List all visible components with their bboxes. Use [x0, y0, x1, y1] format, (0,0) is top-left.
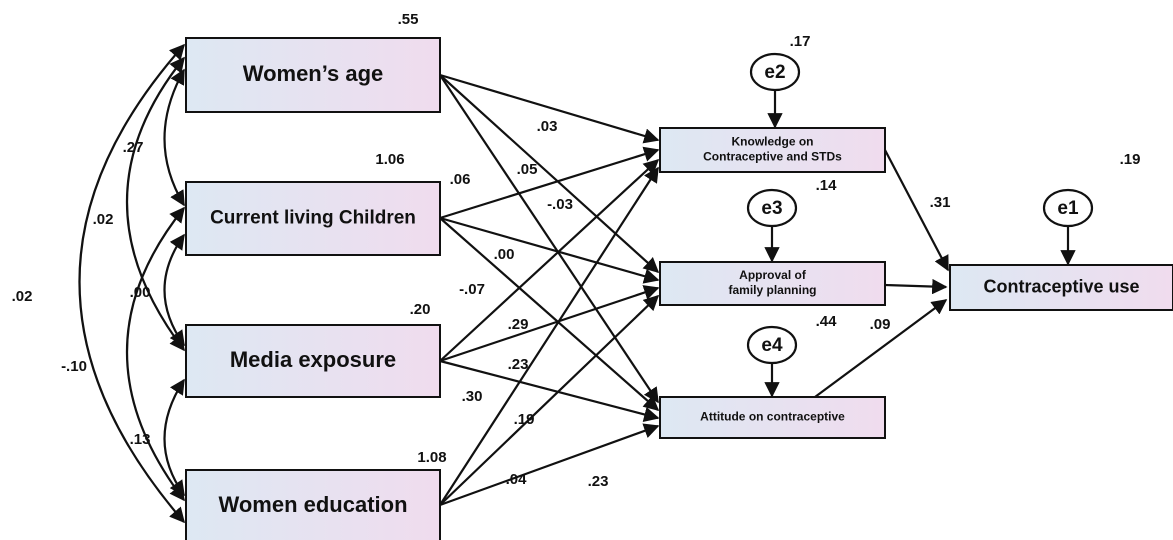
- arrow: [439, 74, 659, 404]
- arrow: [439, 217, 660, 412]
- correlation-label: .13: [130, 431, 151, 448]
- variance-label: 1.06: [375, 151, 404, 168]
- arrow: [439, 294, 660, 506]
- variance-label: .17: [790, 33, 811, 50]
- variable-label: Women education: [218, 492, 407, 517]
- arrow: [439, 359, 660, 422]
- path-coefficient: .03: [537, 118, 558, 135]
- path-coefficient: .09: [870, 316, 891, 333]
- path-coefficient: .23: [588, 473, 609, 490]
- variable-box: [185, 469, 441, 540]
- variance-label: 1.08: [417, 449, 446, 466]
- correlation-arrow: [126, 206, 185, 502]
- variable-box: [659, 396, 886, 439]
- variable-box: [185, 181, 441, 256]
- correlation-arrow: [163, 233, 185, 347]
- path-coefficient: .06: [450, 171, 471, 188]
- variable-label: Current living Children: [210, 208, 416, 229]
- correlation-label: .00: [130, 284, 151, 301]
- error-term: [1042, 188, 1094, 228]
- variable-label: Contraceptive and STDs: [703, 150, 842, 164]
- variable-label: Attitude on contraceptive: [700, 410, 845, 424]
- arrow: [439, 216, 660, 284]
- variable-box: [659, 127, 886, 173]
- variable-label: Media exposure: [230, 347, 396, 372]
- variance-label: .20: [410, 301, 431, 318]
- error-term: [746, 188, 798, 228]
- path-coefficient: .05: [517, 161, 538, 178]
- error-label: e4: [761, 335, 783, 356]
- variable-label: Contraceptive use: [983, 276, 1139, 296]
- path-coefficient: .29: [508, 316, 529, 333]
- arrow: [814, 299, 948, 398]
- variable-label: Approval of: [739, 268, 807, 282]
- arrow: [884, 278, 948, 295]
- error-label: e3: [761, 198, 782, 219]
- variance-label: .14: [816, 177, 838, 194]
- variable-box: [185, 324, 441, 398]
- correlation-arrow: [126, 56, 185, 352]
- error-label: e1: [1057, 198, 1079, 219]
- correlation-label: .27: [123, 139, 144, 156]
- path-coefficient: .19: [514, 411, 535, 428]
- error-term: [746, 325, 798, 365]
- path-coefficient: .31: [930, 194, 951, 211]
- correlation-arrow: [163, 68, 185, 207]
- path-coefficient: -.03: [547, 196, 573, 213]
- variance-label: .55: [398, 11, 419, 28]
- variable-label: family planning: [728, 283, 816, 297]
- variable-box: [949, 264, 1173, 311]
- error-label: e2: [764, 62, 785, 83]
- path-coefficient: .00: [494, 246, 515, 263]
- correlation-label: .02: [12, 288, 33, 305]
- arrow: [439, 285, 660, 363]
- arrow: [439, 166, 659, 506]
- arrow: [439, 74, 660, 274]
- arrow: [439, 423, 660, 507]
- variable-label: Knowledge on: [732, 135, 814, 149]
- variable-box: [185, 37, 441, 113]
- path-coefficient: .30: [462, 388, 483, 405]
- error-term: [749, 52, 801, 92]
- arrow: [439, 73, 660, 144]
- path-coefficient: .04: [506, 471, 528, 488]
- correlation-arrow: [78, 43, 186, 524]
- arrow: [439, 158, 660, 362]
- path-coefficient: .23: [508, 356, 529, 373]
- variable-box: [659, 261, 886, 306]
- variable-label: Women’s age: [243, 61, 384, 86]
- arrow: [884, 149, 949, 272]
- correlation-label: -.10: [61, 358, 87, 375]
- path-coefficient: -.07: [459, 281, 485, 298]
- arrow: [439, 146, 660, 220]
- variance-label: .44: [816, 313, 838, 330]
- variance-label: .19: [1120, 151, 1141, 168]
- correlation-label: .02: [93, 211, 114, 228]
